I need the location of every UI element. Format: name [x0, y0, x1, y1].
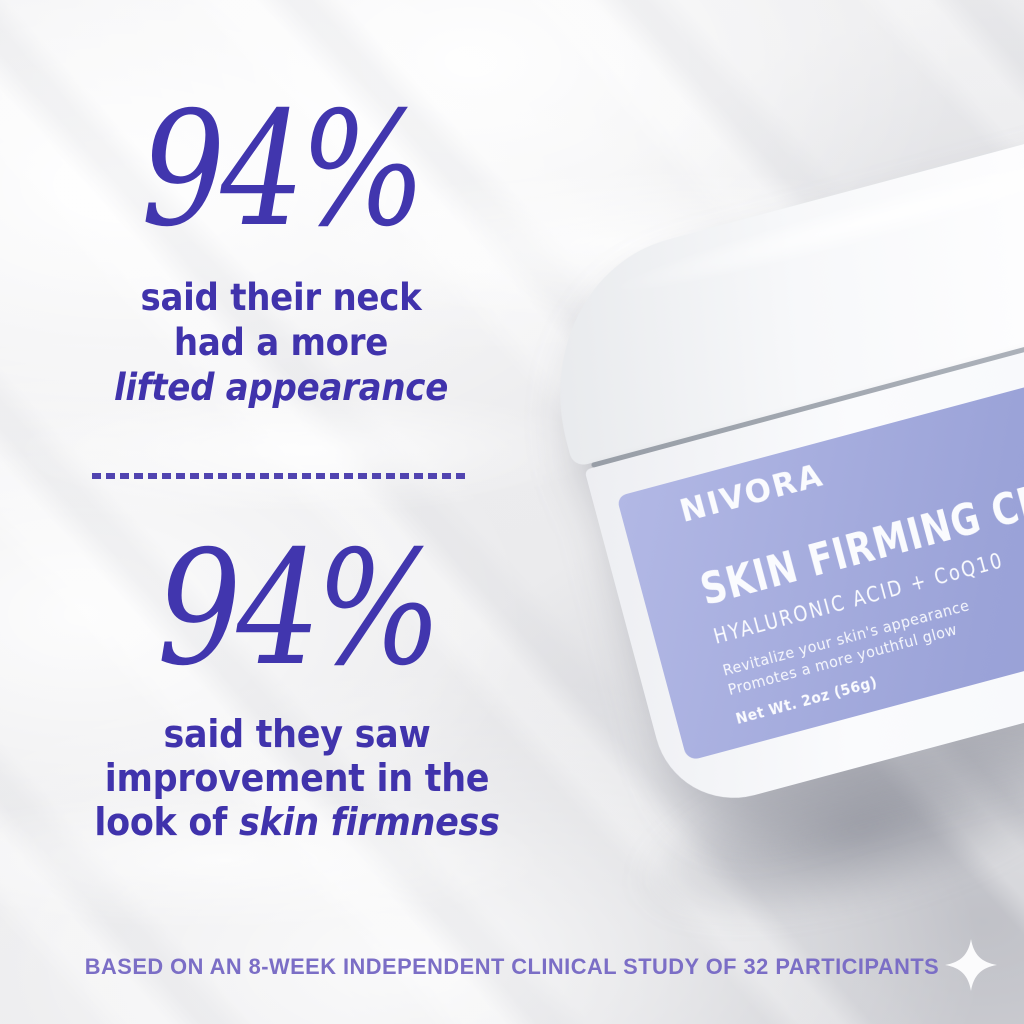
stat-caption: said their neck had a more lifted appear…	[56, 275, 507, 410]
clinical-study-disclaimer: BASED ON AN 8-WEEK INDEPENDENT CLINICAL …	[84, 954, 940, 979]
stat-block-1: 94% said their neck had a more lifted ap…	[36, 91, 526, 410]
dotted-divider	[92, 473, 470, 479]
stat-line: had a more	[173, 321, 389, 364]
stat-line-emphasis: skin firmness	[239, 800, 500, 844]
stat-block-2: 94% said they saw improvement in the loo…	[52, 530, 542, 844]
stat-line: said their neck	[140, 276, 422, 319]
stat-caption: said they saw improvement in the look of…	[72, 712, 523, 844]
sparkle-icon	[945, 939, 997, 991]
stat-value: 94%	[141, 78, 426, 262]
stat-line: look of skin firmness	[72, 800, 523, 844]
stat-line-emphasis: lifted appearance	[113, 366, 449, 409]
stat-line-prefix: look of	[94, 800, 240, 844]
stat-line: said they saw	[163, 712, 431, 756]
stat-line: improvement in the	[104, 756, 490, 800]
stat-value: 94%	[157, 517, 442, 701]
